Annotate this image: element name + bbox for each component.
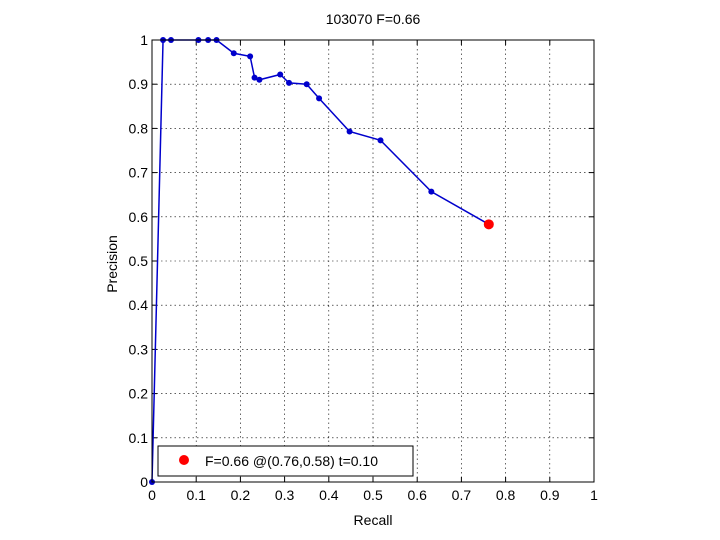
x-tick-label: 0.6 [407,487,427,503]
x-tick-label: 0.8 [496,487,516,503]
x-tick-labels: 0 0.1 0.2 0.3 0.4 0.5 0.6 0.7 0.8 0.9 1 [148,487,598,503]
x-tick-label: 0.4 [319,487,339,503]
x-tick-label: 0.9 [540,487,560,503]
y-tick-label: 0.8 [129,120,149,136]
grid-lines [152,40,594,482]
x-tick-label: 0.7 [452,487,472,503]
pr-curve-point [251,74,258,81]
pr-curve-point [346,128,353,135]
x-tick-label: 1 [590,487,598,503]
x-axis-label: Recall [354,512,393,528]
x-tick-label: 0.2 [231,487,251,503]
y-tick-label: 0.6 [129,209,149,225]
pr-curve-point [247,53,254,60]
pr-curve-point [256,76,263,83]
y-tick-label: 0.5 [129,253,149,269]
y-tick-label: 0.9 [129,76,149,92]
y-tick-label: 0.7 [129,165,149,181]
legend: F=0.66 @(0.76,0.58) t=0.10 [157,445,414,477]
pr-curve-point [377,137,384,144]
x-tick-label: 0 [148,487,156,503]
y-tick-label: 1 [140,32,148,48]
pr-curve-point [316,95,323,102]
y-tick-label: 0.3 [129,341,149,357]
x-tick-label: 0.1 [186,487,206,503]
chart-title: 103070 F=0.66 [326,11,421,27]
axes-box [151,39,595,483]
legend-marker [179,455,189,465]
legend-box [157,445,414,477]
pr-curve-point [230,50,237,57]
y-tick-label: 0.1 [129,430,149,446]
pr-curve-point [303,81,310,88]
best-f-point [483,219,494,230]
x-tick-label: 0.5 [363,487,383,503]
y-tick-labels: 0 0.1 0.2 0.3 0.4 0.5 0.6 0.7 0.8 0.9 1 [129,32,149,490]
pr-curve-point [286,79,293,86]
y-tick-label: 0.2 [129,386,149,402]
x-tick-label: 0.3 [275,487,295,503]
pr-curve-point [277,71,284,78]
pr-curve-point [428,188,435,195]
legend-entry: F=0.66 @(0.76,0.58) t=0.10 [205,453,378,469]
y-tick-label: 0.4 [129,297,149,313]
y-axis-label: Precision [104,235,120,293]
y-tick-label: 0 [140,474,148,490]
